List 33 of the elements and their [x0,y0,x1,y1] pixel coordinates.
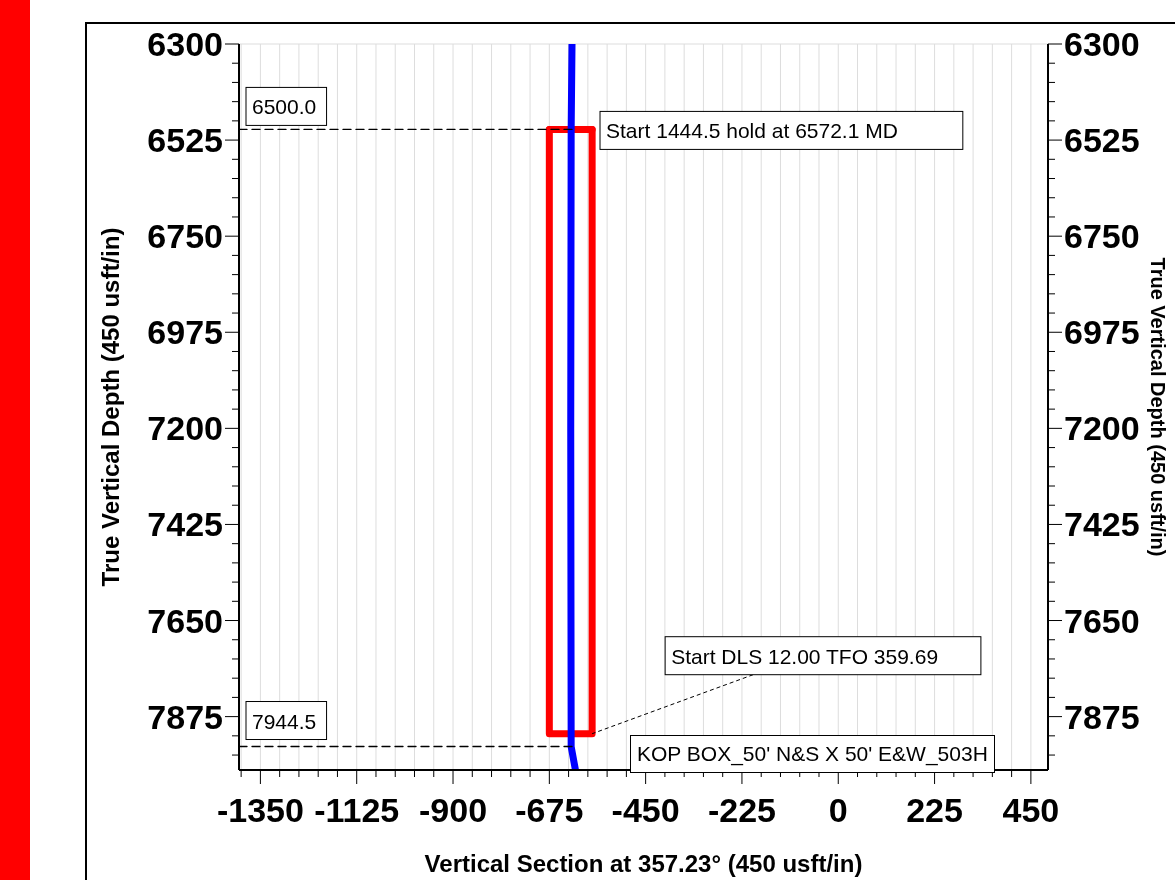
y2-tick-label: 6975 [1064,313,1140,352]
y-tick-label: 6300 [147,25,223,63]
y-axis-title: True Vertical Depth (450 usft/in) [96,227,124,587]
y2-tick-label: 6525 [1064,121,1140,160]
annotation: 6500.0 [252,95,317,119]
x-tick-label: -1350 [216,791,304,829]
y-tick-label: 6525 [147,121,223,160]
annotation: Start DLS 12.00 TFO 359.69 [671,644,939,668]
annotation: 7944.5 [252,709,317,733]
y2-tick-label: 7650 [1064,601,1140,640]
x-tick-label: -450 [611,791,680,829]
y2-tick-label: 6750 [1064,217,1140,256]
x-tick-label: -1125 [314,791,400,829]
y-tick-label: 7200 [147,409,223,448]
x-tick-label: 0 [828,791,848,829]
annotation: KOP BOX_50' N&S X 50' E&W_503H [630,735,995,773]
x-tick-label: 225 [906,791,963,829]
y-tick-label: 6750 [147,217,223,256]
y2-tick-label: 7200 [1064,409,1140,448]
x-tick-label: -675 [515,791,584,829]
x-tick-label: -225 [707,791,776,829]
x-tick-label: -900 [418,791,488,829]
y2-axis-title: True Vertical Depth (450 usft/in) [1146,257,1169,557]
y-tick-label: 7425 [147,505,223,544]
y2-tick-label: 7875 [1064,697,1140,736]
x-tick-label: 450 [1002,791,1060,829]
annotation: Start 1444.5 hold at 6572.1 MD [606,119,898,143]
x-axis-title: Vertical Section at 357.23° (450 usft/in) [424,850,863,877]
y2-tick-label: 7425 [1064,505,1140,544]
y-tick-label: 6975 [147,313,223,352]
y2-tick-label: 6300 [1064,25,1140,63]
y-tick-label: 7650 [147,601,223,640]
y-tick-label: 7875 [147,697,223,736]
